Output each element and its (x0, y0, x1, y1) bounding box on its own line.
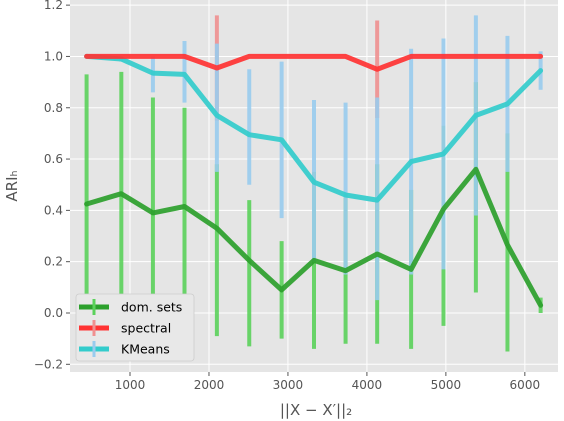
y-tick-label: 1.0 (44, 49, 63, 63)
y-tick-label: −0.2 (34, 357, 63, 371)
y-tick-label: 0.4 (44, 203, 63, 217)
x-tick-label: 6000 (510, 378, 541, 392)
legend: dom. sets spectral KMeans (75, 293, 195, 362)
y-tick-label: 0.2 (44, 255, 63, 269)
y-tick-label: 0.8 (44, 101, 63, 115)
spectral-line (84, 53, 544, 72)
y-tick-label: 1.2 (44, 0, 63, 12)
y-tick-label: 0.0 (44, 306, 63, 320)
dom-sets-line (84, 166, 544, 308)
legend-label: KMeans (121, 342, 170, 357)
x-tick-label: 5000 (431, 378, 462, 392)
y-axis-ticks: −0.2 0.0 0.2 0.4 0.6 0.8 1.0 1.2 (34, 0, 70, 371)
x-tick-label: 3000 (273, 378, 304, 392)
kmeans-line (84, 53, 544, 203)
x-tick-label: 1000 (115, 378, 146, 392)
legend-label: spectral (121, 321, 171, 336)
y-tick-label: 0.6 (44, 152, 63, 166)
x-tick-label: 2000 (194, 378, 225, 392)
x-axis-label: ||X − X′||₂ (280, 401, 352, 419)
series-lines (84, 53, 544, 308)
legend-box (75, 293, 195, 362)
x-axis-ticks: 1000 2000 3000 4000 5000 6000 (115, 372, 540, 392)
x-tick-label: 4000 (352, 378, 383, 392)
y-axis-label: ARIₕ (3, 170, 21, 201)
legend-label: dom. sets (121, 300, 182, 315)
